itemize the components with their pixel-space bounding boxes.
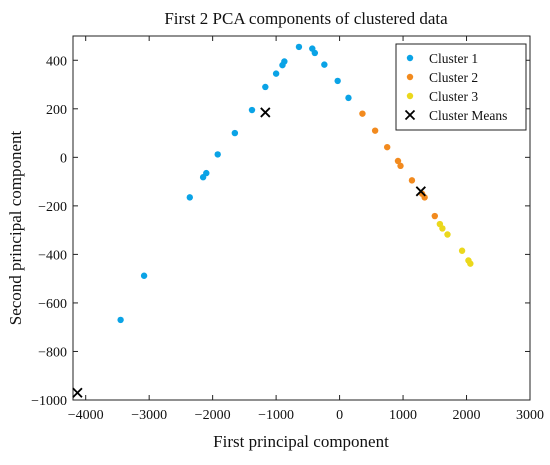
chart-title: First 2 PCA components of clustered data [164, 9, 448, 28]
cluster-mean-marker [260, 107, 271, 118]
x-tick-label: 1000 [389, 408, 417, 423]
y-tick-label: −200 [38, 200, 67, 215]
data-point [421, 194, 428, 201]
series-cluster-1 [117, 43, 352, 324]
legend-marker [406, 73, 414, 81]
data-point [359, 110, 366, 117]
y-tick-label: 0 [60, 151, 67, 166]
data-point [345, 94, 352, 102]
legend-marker [406, 54, 414, 62]
data-point [408, 177, 416, 184]
y-tick-label: 200 [46, 103, 67, 118]
data-point [295, 43, 303, 51]
data-point [431, 212, 438, 220]
plot-area: −4000 −3000 −2000 −1000 0 1000 2000 3000−1000−8… [31, 35, 544, 423]
data-point [444, 231, 451, 238]
data-point [140, 272, 148, 279]
cluster-mean-marker [415, 186, 426, 197]
x-tick-label: 2000 [453, 408, 481, 423]
x-axis-label: First principal component [213, 432, 389, 451]
y-axis-label: Second principal component [6, 130, 25, 325]
data-point [281, 58, 288, 65]
series-cluster-3 [436, 220, 474, 267]
data-point [458, 247, 466, 254]
data-point [439, 225, 446, 232]
legend-marker-x [404, 109, 416, 121]
x-tick-label: −2000 [195, 408, 231, 423]
x-tick-label: 0 [336, 408, 343, 423]
data-point [117, 316, 124, 324]
legend-label: Cluster 3 [429, 89, 478, 104]
x-tick-label: −3000 [131, 408, 167, 423]
data-point [248, 106, 256, 114]
series-cluster-means [72, 107, 426, 398]
data-point [394, 157, 402, 165]
x-tick-label: −4000 [68, 408, 104, 423]
y-tick-label: 400 [46, 54, 67, 69]
data-point [272, 70, 280, 77]
data-point [231, 129, 239, 137]
data-point [214, 151, 221, 158]
legend-label: Cluster 1 [429, 51, 478, 66]
data-point [467, 260, 474, 267]
data-point [383, 143, 391, 151]
y-tick-label: −1000 [31, 394, 67, 409]
data-point [334, 77, 341, 85]
data-point [262, 83, 269, 91]
data-point [311, 49, 319, 57]
cluster-mean-marker [72, 387, 83, 398]
data-point [186, 194, 193, 201]
y-tick-label: −800 [38, 345, 67, 360]
data-point [371, 127, 379, 134]
x-tick-label: −1000 [258, 408, 294, 423]
legend-box [395, 43, 527, 131]
data-point [397, 162, 404, 170]
legend-marker [406, 92, 414, 100]
legend-label: Cluster 2 [429, 70, 478, 85]
y-tick-label: −600 [38, 297, 67, 312]
legend: Cluster 1 Cluster 2 Cluster 3 Cluster Means [395, 43, 527, 131]
x-tick-label: 3000 [516, 408, 544, 423]
plot-frame [72, 35, 531, 401]
series-cluster-2 [359, 110, 438, 220]
y-tick-label: −400 [38, 248, 67, 263]
data-point [321, 61, 328, 68]
data-point [199, 174, 207, 181]
legend-label: Cluster Means [429, 108, 507, 123]
